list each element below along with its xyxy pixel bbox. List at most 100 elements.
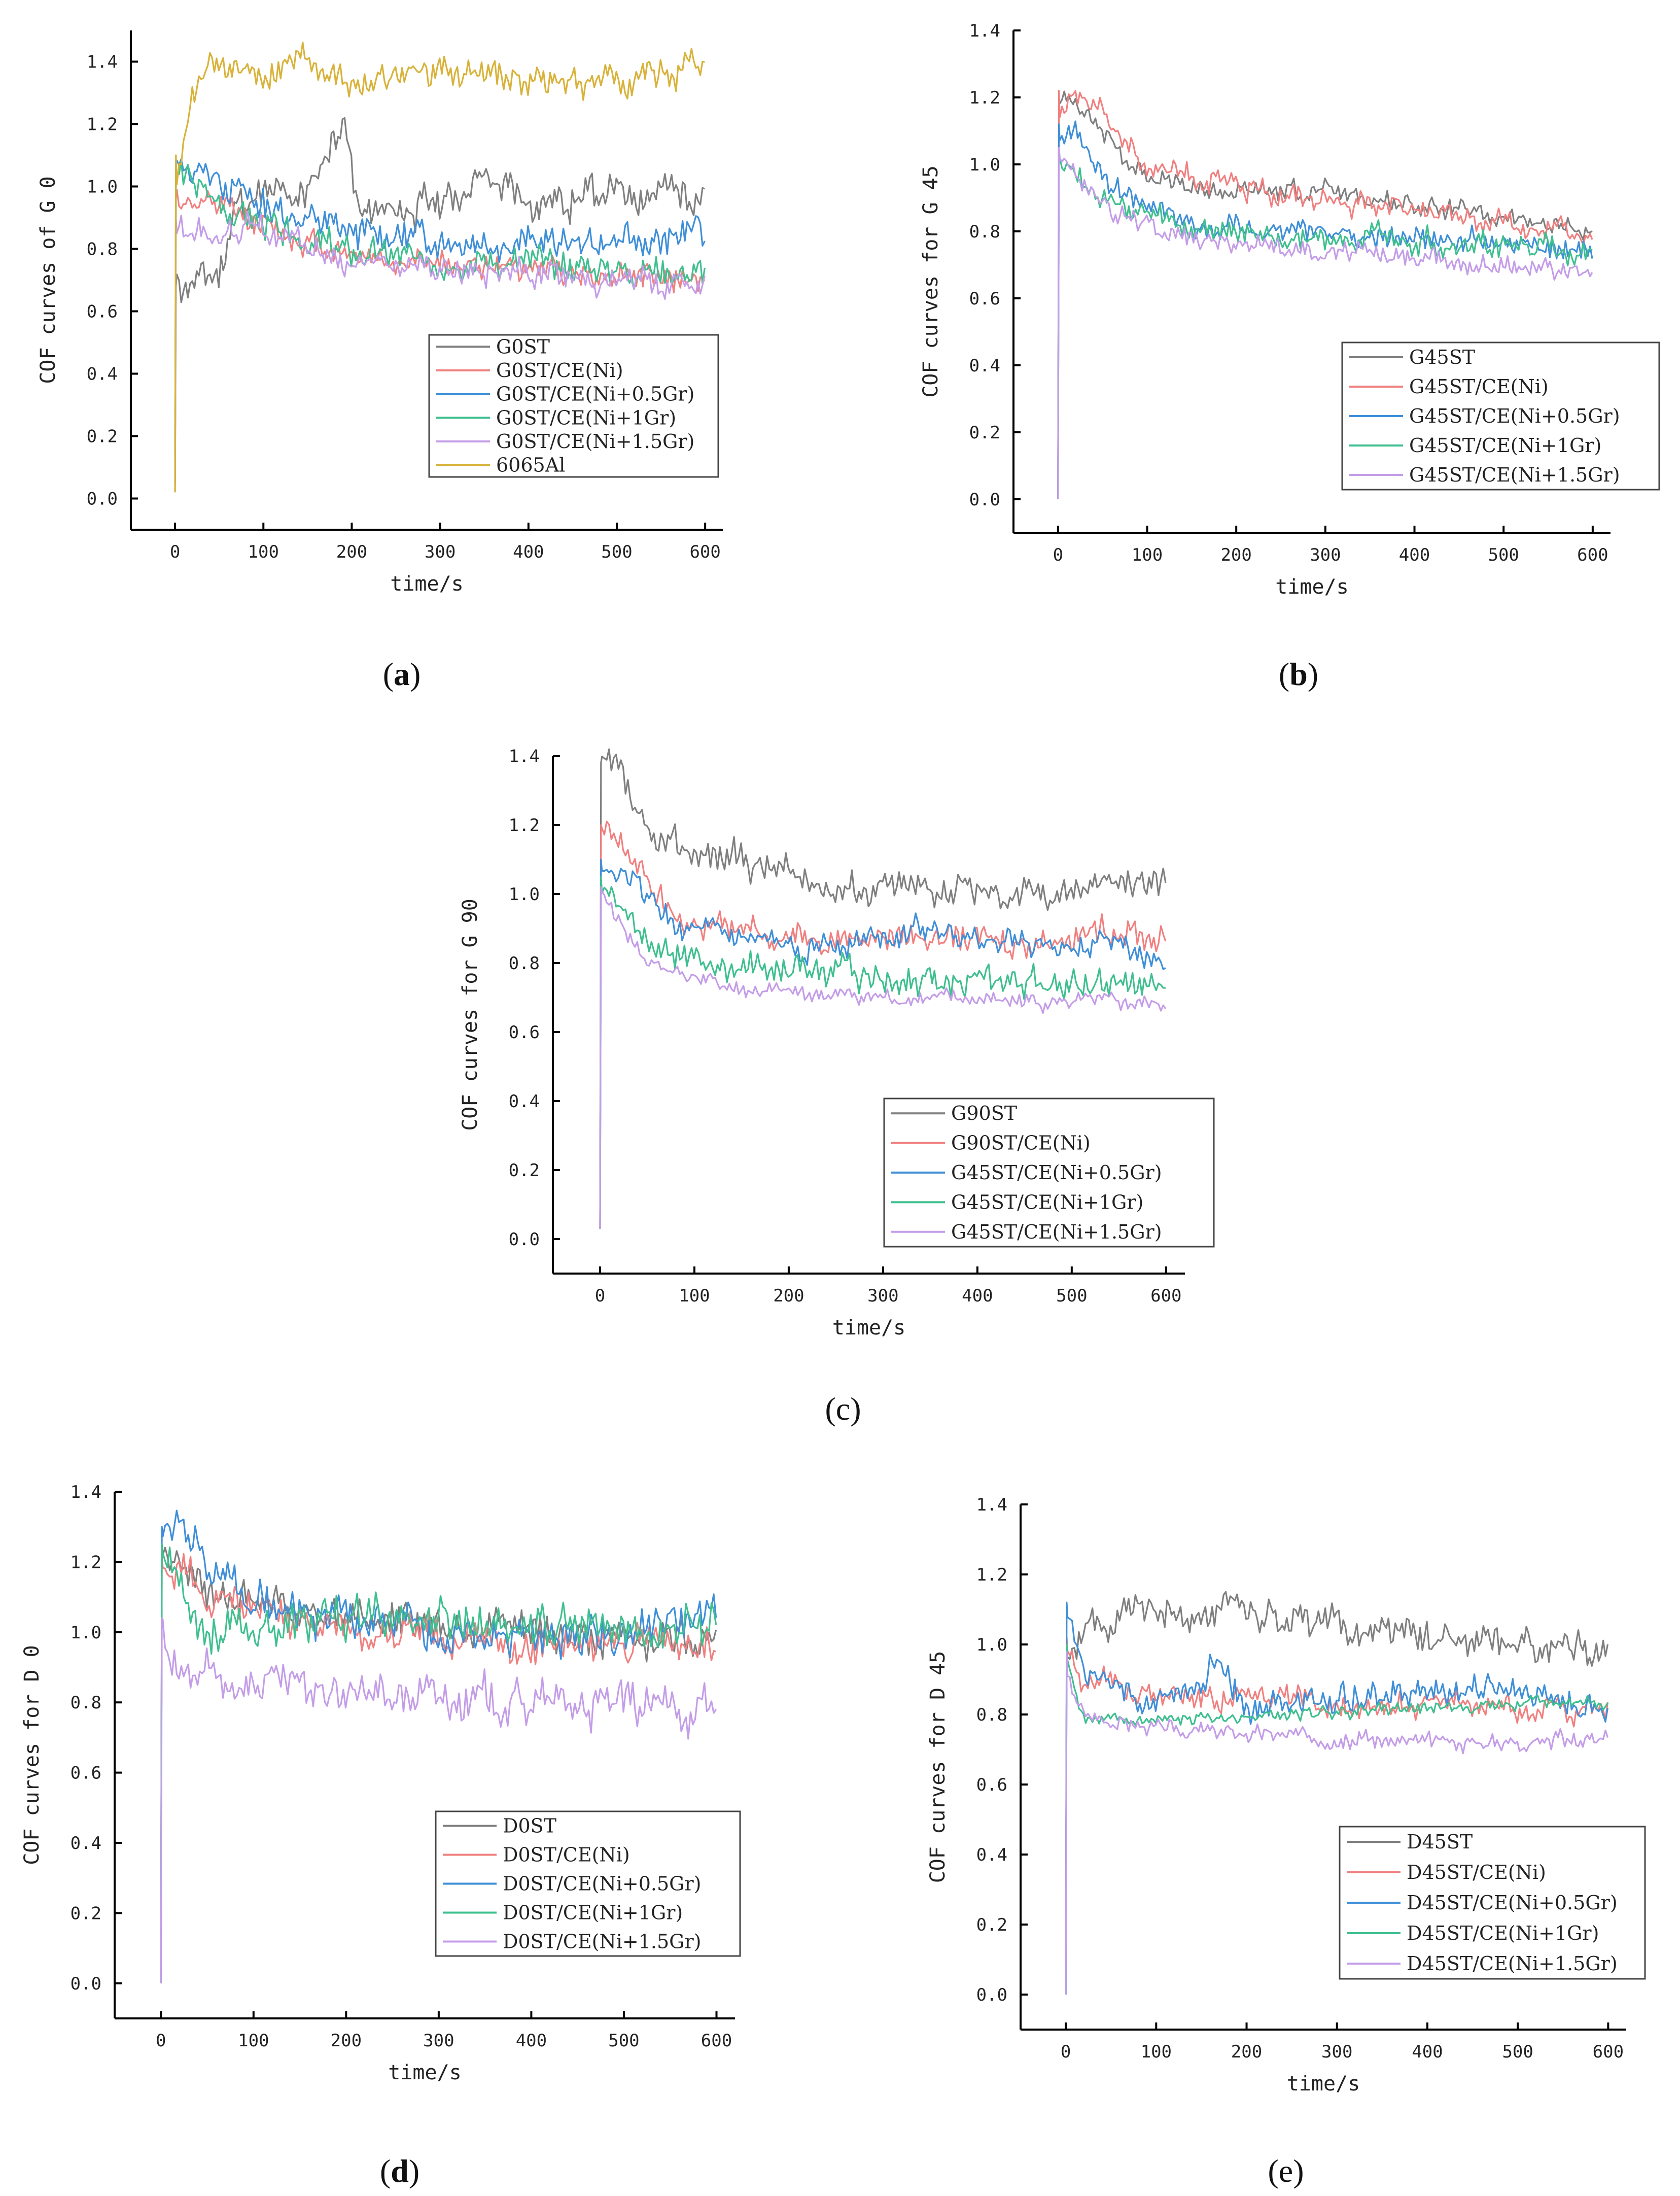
y-tick-label: 0.4 — [71, 1833, 101, 1854]
y-tick-label: 0.8 — [87, 239, 118, 260]
panel-caption: (b) — [1279, 656, 1318, 692]
chart-e: 0 100 200 300 400 500 600 0.0 0.2 0.4 0.6 0.8 1.0 1.2… — [926, 1495, 1646, 2189]
panel-caption-letter: e — [1279, 2153, 1293, 2189]
y-tick-label: 1.4 — [87, 52, 118, 73]
y-tick-label: 0.4 — [509, 1091, 540, 1112]
legend-entry: D45ST/CE(Ni+1Gr) — [1407, 1922, 1599, 1944]
chart-d: 0 100 200 300 400 500 600 0.0 0.2 0.4 0.6 0.8 1.0 1.2… — [20, 1482, 741, 2189]
y-tick-label: 0.2 — [976, 1915, 1007, 1935]
series-line-D45ST/CE(Ni+0.5Gr) — [1065, 1601, 1609, 1995]
legend-entry: D0ST — [503, 1815, 556, 1837]
panel-caption: (d) — [380, 2153, 419, 2189]
y-tick-label: 0.0 — [509, 1229, 540, 1250]
x-tick-label: 600 — [1577, 545, 1608, 565]
chart-b: 0 100 200 300 400 500 600 0.0 0.2 0.4 0.6 0.8 1.0 1.2… — [919, 21, 1660, 692]
y-tick-label: 0.6 — [976, 1775, 1007, 1795]
y-tick-label: 1.2 — [509, 815, 540, 836]
legend-entry: G0ST — [496, 335, 550, 358]
x-tick-label: 600 — [689, 542, 720, 562]
x-tick-label: 0 — [156, 2031, 166, 2051]
x-tick-label: 0 — [170, 542, 180, 562]
x-tick-label: 200 — [336, 542, 367, 562]
legend-entry: G0ST/CE(Ni) — [496, 359, 623, 382]
x-tick-label: 500 — [601, 542, 632, 562]
series-line-G90ST — [599, 748, 1167, 1229]
legend-entry: G90ST — [951, 1102, 1017, 1124]
legend: G90ST G90ST/CE(Ni) G45ST/CE(Ni+0.5Gr) G45ST… — [883, 1097, 1215, 1248]
x-tick-label: 0 — [1053, 545, 1063, 565]
x-tick-label: 600 — [701, 2031, 732, 2051]
y-tick-label: 1.0 — [71, 1623, 101, 1643]
series-line-6065Al — [174, 42, 705, 493]
x-tick-label: 400 — [516, 2031, 547, 2051]
y-tick-label: 1.4 — [976, 1495, 1007, 1515]
y-tick-label: 0.8 — [969, 222, 1000, 242]
y-tick-label: 0.4 — [976, 1845, 1007, 1865]
series-line-D45ST/CE(Ni+1.5Gr) — [1065, 1651, 1609, 1995]
series-line-G0ST/CE(Ni+0.5Gr) — [174, 158, 706, 483]
y-tick-label: 0.6 — [71, 1763, 101, 1783]
y-axis-title: COF curves for G 90 — [459, 899, 482, 1131]
y-tick-label: 1.4 — [969, 21, 1000, 41]
y-tick-label: 0.8 — [71, 1693, 101, 1713]
chart-c: 0 100 200 300 400 500 600 0.0 0.2 0.4 0.6 0.8 1.0 1.2… — [459, 746, 1215, 1427]
x-axis-title: time/s — [1287, 2072, 1360, 2096]
panel-caption-letter: c — [836, 1391, 850, 1427]
y-tick-label: 0.0 — [976, 1985, 1007, 2005]
legend-entry: D45ST/CE(Ni+0.5Gr) — [1407, 1892, 1618, 1914]
y-tick-label: 0.0 — [71, 1974, 101, 1994]
y-tick-label: 0.6 — [87, 302, 118, 322]
x-tick-label: 100 — [1141, 2042, 1172, 2062]
legend-entry: G45ST/CE(Ni+1Gr) — [1409, 434, 1601, 457]
legend-entry: D45ST — [1407, 1831, 1473, 1853]
y-tick-label: 1.2 — [976, 1565, 1007, 1585]
panel-caption: (a) — [383, 656, 421, 692]
x-tick-label: 500 — [1502, 2042, 1533, 2062]
legend: D0ST D0ST/CE(Ni) D0ST/CE(Ni+0.5Gr) D0ST/CE(… — [435, 1810, 741, 1957]
panel-caption-letter: b — [1289, 656, 1308, 692]
x-axis-title: time/s — [1275, 575, 1349, 599]
legend-entry: G90ST/CE(Ni) — [951, 1132, 1091, 1154]
x-tick-label: 0 — [1061, 2042, 1071, 2062]
y-tick-label: 1.2 — [87, 115, 118, 135]
x-tick-label: 300 — [1310, 545, 1341, 565]
legend-entry: G45ST/CE(Ni+1.5Gr) — [951, 1221, 1162, 1243]
legend-entry: G45ST/CE(Ni+1Gr) — [951, 1191, 1143, 1213]
y-tick-label: 1.4 — [71, 1482, 101, 1502]
y-tick-label: 0.2 — [87, 427, 118, 447]
x-tick-label: 100 — [238, 2031, 269, 2051]
series-line-D45ST — [1065, 1591, 1609, 1995]
x-tick-label: 500 — [608, 2031, 639, 2051]
legend-entry: D0ST/CE(Ni+0.5Gr) — [503, 1873, 702, 1895]
legend-entry: G45ST/CE(Ni+0.5Gr) — [1409, 405, 1620, 427]
x-tick-label: 300 — [423, 2031, 454, 2051]
series-line-G0ST/CE(Ni+1.5Gr) — [174, 211, 706, 483]
series-line-D0ST/CE(Ni+1.5Gr) — [160, 1617, 717, 1983]
x-tick-label: 300 — [867, 1286, 898, 1306]
x-tick-label: 200 — [1220, 545, 1251, 565]
y-axis-title: COF curves for G 45 — [919, 165, 942, 398]
legend-entry: 6065Al — [496, 454, 565, 476]
legend-entry: D45ST/CE(Ni) — [1407, 1861, 1546, 1883]
legend-entry: G45ST/CE(Ni) — [1409, 375, 1549, 398]
legend-entry: D0ST/CE(Ni+1.5Gr) — [503, 1931, 702, 1953]
x-tick-label: 400 — [513, 542, 544, 562]
y-axis-title: COF curves for D 0 — [20, 1645, 44, 1865]
x-tick-label: 300 — [1321, 2042, 1352, 2062]
series-line-G45ST/CE(Ni) — [1057, 90, 1593, 500]
panel-caption: (e) — [1268, 2153, 1304, 2189]
x-tick-label: 200 — [1231, 2042, 1262, 2062]
legend: G0STG0ST/CE(Ni)G0ST/CE(Ni+0.5Gr)G0ST/CE(… — [428, 334, 719, 478]
legend-entry: D45ST/CE(Ni+1.5Gr) — [1407, 1952, 1618, 1975]
x-tick-label: 600 — [1593, 2042, 1624, 2062]
y-tick-label: 1.0 — [969, 155, 1000, 175]
x-tick-label: 100 — [679, 1286, 710, 1306]
y-tick-label: 0.4 — [87, 364, 118, 385]
panel-caption: (c) — [825, 1391, 861, 1427]
y-tick-label: 1.2 — [969, 88, 1000, 108]
y-axis-title: COF curves of G 0 — [37, 176, 60, 384]
y-tick-label: 1.0 — [509, 884, 540, 905]
y-tick-label: 1.2 — [71, 1552, 101, 1572]
x-tick-label: 0 — [595, 1286, 605, 1306]
